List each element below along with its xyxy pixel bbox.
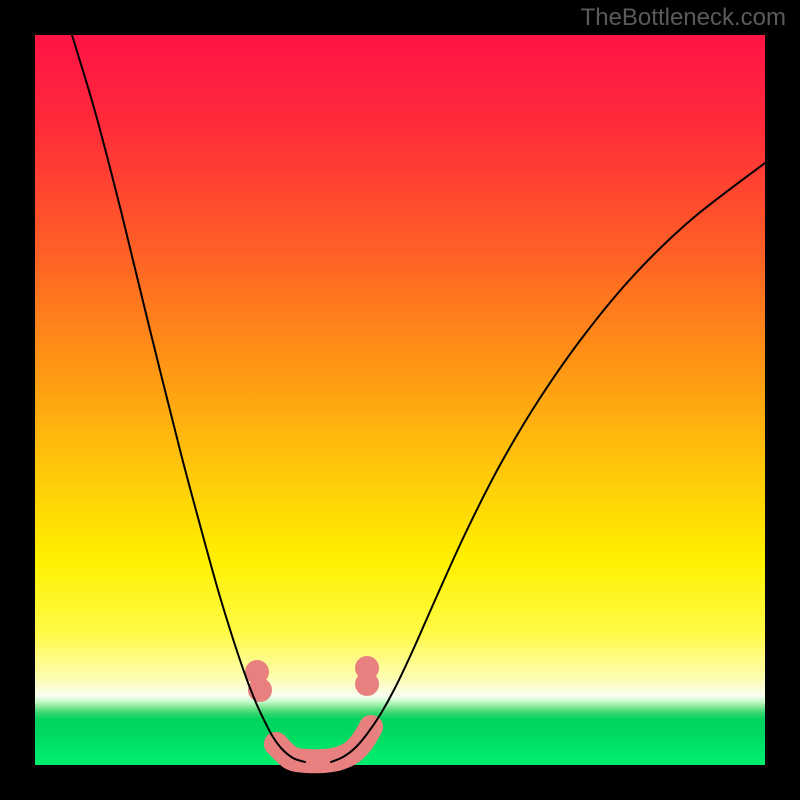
data-marker	[355, 656, 379, 680]
plot-background	[35, 35, 765, 765]
watermark-text: TheBottleneck.com	[581, 4, 786, 32]
